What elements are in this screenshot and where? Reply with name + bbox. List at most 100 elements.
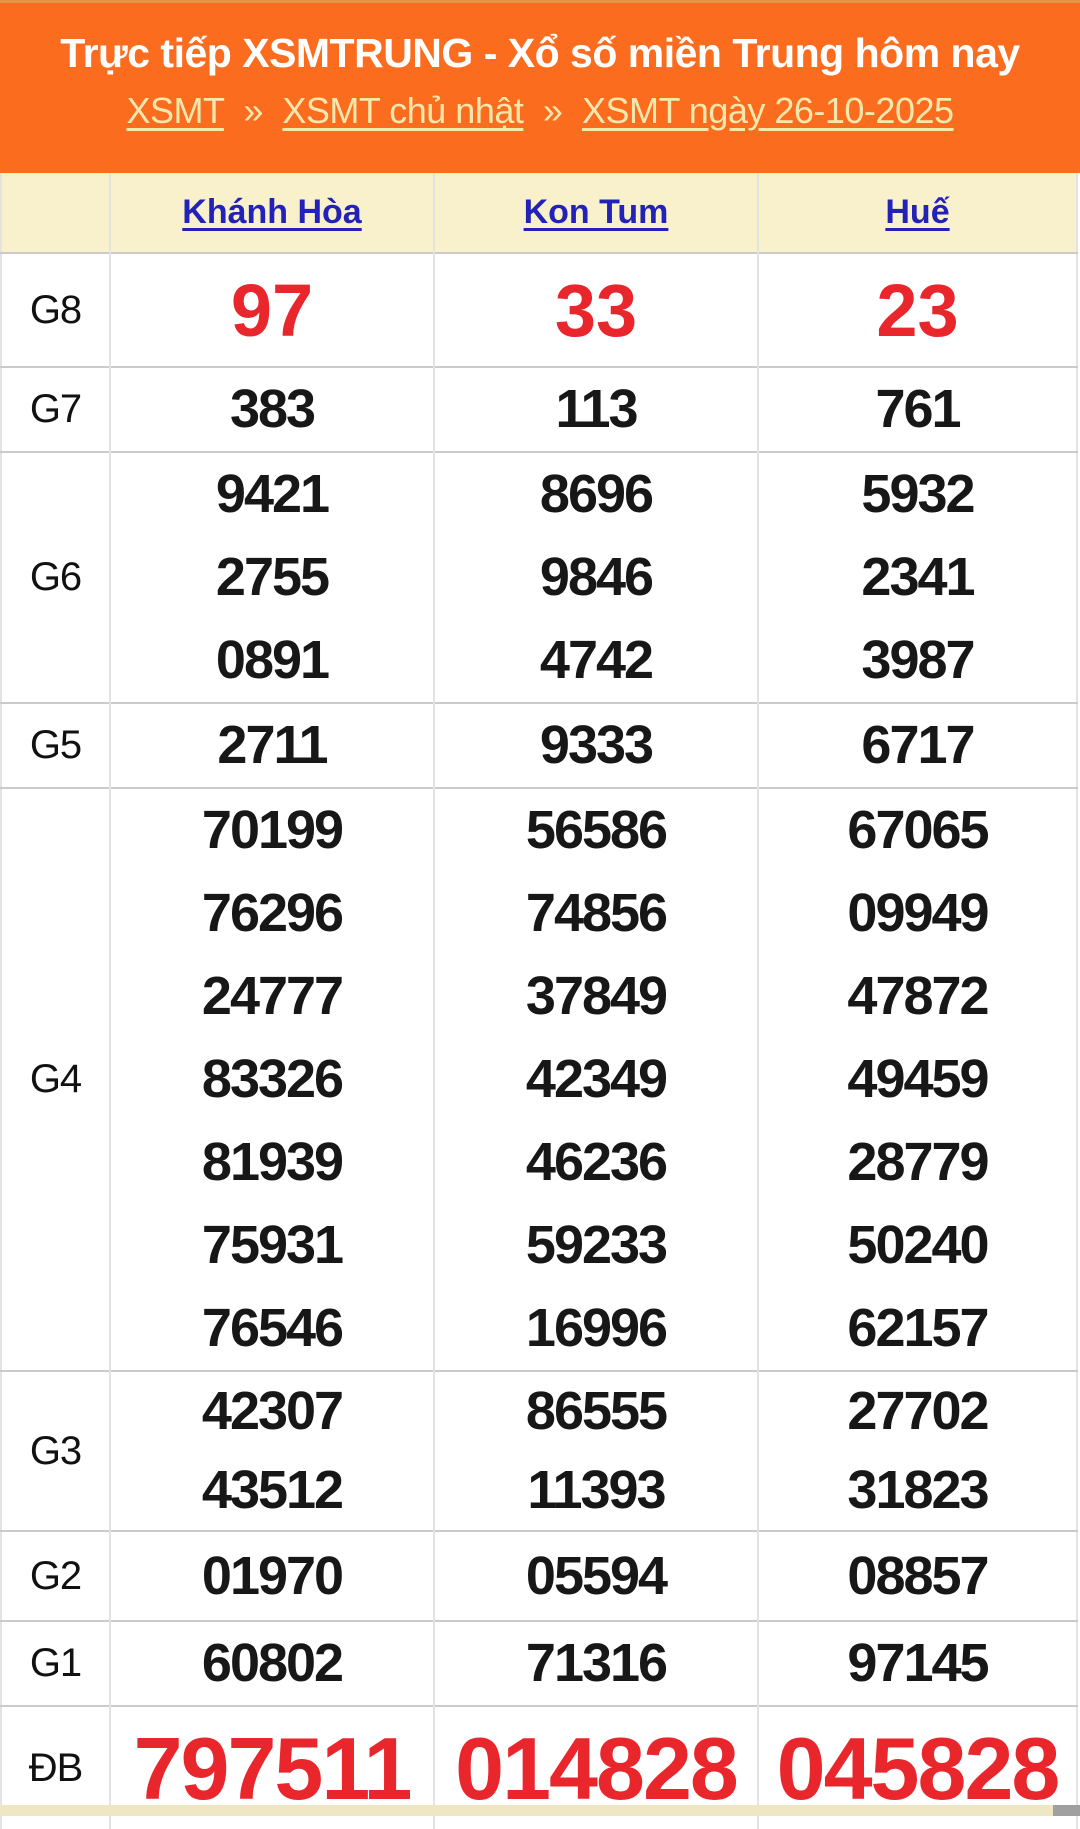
prize-cell-G5-col2: 9333 xyxy=(433,703,758,788)
prize-number: 0891 xyxy=(215,630,330,690)
prize-label-G1: G1 xyxy=(29,1641,82,1685)
prize-number: 08857 xyxy=(847,1545,989,1606)
breadcrumb-separator: » xyxy=(542,90,563,132)
prize-number: 9421 xyxy=(215,464,330,524)
prize-cell-G8-col2: 33 xyxy=(433,253,758,367)
prize-row-G8: G8 97 33 23 xyxy=(1,253,1077,367)
prize-cell-G6-col2: 8696 9846 4742 xyxy=(433,452,758,703)
prize-number: 014828 xyxy=(455,1718,739,1818)
page-title: Trực tiếp XSMTRUNG - Xổ số miền Trung hô… xyxy=(60,30,1020,76)
prize-label-DB: ĐB xyxy=(28,1745,84,1790)
prize-number: 86555 xyxy=(525,1381,668,1441)
province-header-hue: Huế xyxy=(757,173,1077,253)
prize-number: 09949 xyxy=(847,883,989,943)
prize-number: 383 xyxy=(229,379,316,439)
prize-number: 97145 xyxy=(847,1633,989,1693)
prize-row-G5: G5 2711 9333 6717 xyxy=(1,703,1077,788)
prize-number: 31823 xyxy=(847,1460,989,1520)
prize-cell-G2-col1: 01970 xyxy=(109,1531,434,1621)
province-header-kon-tum: Kon Tum xyxy=(433,173,758,253)
prize-number: 60802 xyxy=(201,1633,344,1693)
breadcrumb: XSMT » XSMT chủ nhật » XSMT ngày 26-10-2… xyxy=(0,90,1080,132)
prize-cell-G4-col2: 56586 74856 37849 42349 46236 59233 16996 xyxy=(433,788,758,1371)
prize-label-G5: G5 xyxy=(29,723,82,767)
prize-cell-G7-col1: 383 xyxy=(109,367,434,452)
prize-label-G2: G2 xyxy=(29,1553,82,1598)
prize-cell-G1-col1: 60802 xyxy=(109,1621,434,1706)
prize-number: 75931 xyxy=(201,1215,344,1275)
prize-row-G4: G4 70199 76296 24777 83326 81939 75931 76546 565… xyxy=(1,788,1077,1371)
prize-number: 83326 xyxy=(201,1049,344,1109)
prize-cell-G7-col3: 761 xyxy=(757,367,1077,452)
prize-number: 56586 xyxy=(525,800,668,860)
corner-cell xyxy=(1,173,110,253)
prize-number: 42307 xyxy=(201,1381,344,1441)
prize-cell-G2-col3: 08857 xyxy=(757,1531,1077,1621)
province-link-kon-tum[interactable]: Kon Tum xyxy=(523,193,669,231)
prize-number: 045828 xyxy=(776,1718,1061,1818)
prize-cell-G7-col2: 113 xyxy=(433,367,758,452)
prize-number: 70199 xyxy=(201,800,344,860)
prize-number: 71316 xyxy=(525,1633,668,1693)
province-link-hue[interactable]: Huế xyxy=(885,193,950,231)
prize-number: 37849 xyxy=(525,966,668,1026)
prize-number: 59233 xyxy=(525,1215,668,1275)
prize-number: 761 xyxy=(875,379,961,439)
prize-number: 47872 xyxy=(847,966,989,1026)
prize-number: 2711 xyxy=(217,715,328,775)
lottery-results-table: Khánh Hòa Kon Tum Huế G8 97 33 23 G7 383 113 76… xyxy=(0,173,1078,1829)
prize-number: 81939 xyxy=(201,1132,344,1192)
prize-number: 33 xyxy=(554,268,638,352)
breadcrumb-separator: » xyxy=(243,90,263,132)
prize-number: 113 xyxy=(555,379,638,439)
prize-number: 3987 xyxy=(861,630,975,690)
prize-row-G7: G7 383 113 761 xyxy=(1,367,1077,452)
prize-number: 2341 xyxy=(861,547,975,607)
prize-number: 5932 xyxy=(861,464,975,524)
prize-number: 9333 xyxy=(539,715,654,775)
prize-number: 76296 xyxy=(201,883,344,943)
prize-number: 74856 xyxy=(525,883,668,943)
prize-number: 9846 xyxy=(539,547,654,607)
prize-row-G3: G3 42307 43512 86555 11393 27702 31823 xyxy=(1,1371,1077,1531)
prize-label-G4: G4 xyxy=(29,1057,82,1101)
prize-number: 62157 xyxy=(847,1298,989,1358)
prize-number: 42349 xyxy=(525,1049,668,1109)
prize-number: 2755 xyxy=(215,547,330,607)
prize-cell-G3-col1: 42307 43512 xyxy=(109,1371,434,1531)
province-header-khanh-hoa: Khánh Hòa xyxy=(109,173,434,253)
breadcrumb-link-xsmt-date[interactable]: XSMT ngày 26-10-2025 xyxy=(581,90,954,132)
header-top-strip xyxy=(0,0,1080,3)
prize-cell-G4-col3: 67065 09949 47872 49459 28779 50240 62157 xyxy=(757,788,1077,1371)
page-header: Trực tiếp XSMTRUNG - Xổ số miền Trung hô… xyxy=(0,0,1080,173)
prize-cell-G8-col3: 23 xyxy=(757,253,1077,367)
breadcrumb-link-xsmt-weekday[interactable]: XSMT chủ nhật xyxy=(282,90,524,132)
prize-cell-G1-col3: 97145 xyxy=(757,1621,1077,1706)
province-header-row: Khánh Hòa Kon Tum Huế xyxy=(1,173,1077,253)
prize-number: 16996 xyxy=(525,1298,668,1358)
prize-label-G3: G3 xyxy=(29,1428,82,1473)
prize-cell-G1-col2: 71316 xyxy=(433,1621,758,1706)
prize-label-G7: G7 xyxy=(29,387,82,431)
prize-cell-G5-col1: 2711 xyxy=(109,703,434,788)
prize-label-G8: G8 xyxy=(29,287,82,332)
prize-row-G1: G1 60802 71316 97145 xyxy=(1,1621,1077,1706)
prize-number: 23 xyxy=(876,268,959,352)
prize-number: 01970 xyxy=(201,1545,344,1606)
province-link-khanh-hoa[interactable]: Khánh Hòa xyxy=(182,193,362,231)
prize-cell-G2-col2: 05594 xyxy=(433,1531,758,1621)
prize-number: 46236 xyxy=(525,1132,668,1192)
prize-number: 4742 xyxy=(539,630,654,690)
bottom-strip xyxy=(0,1805,1080,1816)
prize-number: 27702 xyxy=(847,1381,989,1441)
prize-number: 43512 xyxy=(201,1460,344,1520)
prize-number: 49459 xyxy=(847,1049,989,1109)
prize-cell-G6-col3: 5932 2341 3987 xyxy=(757,452,1077,703)
prize-number: 797511 xyxy=(133,1718,413,1818)
breadcrumb-link-xsmt[interactable]: XSMT xyxy=(126,90,224,132)
prize-row-G2: G2 01970 05594 08857 xyxy=(1,1531,1077,1621)
prize-row-G6: G6 9421 2755 0891 8696 9846 4742 5932 2341 3987 xyxy=(1,452,1077,703)
prize-cell-G6-col1: 9421 2755 0891 xyxy=(109,452,434,703)
prize-number: 97 xyxy=(230,268,314,352)
prize-cell-G8-col1: 97 xyxy=(109,253,434,367)
